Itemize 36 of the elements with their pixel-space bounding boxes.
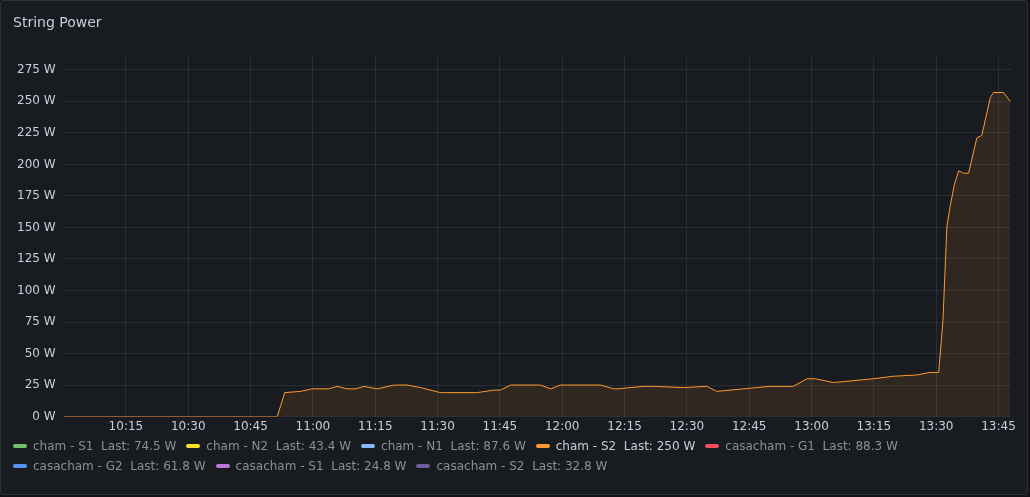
legend-label: casacham - G1 Last: 88.3 W [725, 439, 898, 453]
y-tick-label: 225 W [16, 124, 56, 139]
legend-label: casacham - S2 Last: 32.8 W [436, 459, 608, 473]
x-tick-label: 11:00 [295, 418, 331, 433]
y-tick-label: 0 W [32, 408, 56, 423]
x-tick-label: 11:30 [420, 418, 455, 433]
legend-label: casacham - G2 Last: 61.8 W [33, 459, 206, 473]
x-tick-label: 11:15 [357, 418, 393, 433]
x-tick-label: 12:30 [669, 418, 705, 433]
y-tick-label: 200 W [16, 156, 56, 171]
x-tick-label: 13:00 [794, 418, 829, 433]
x-tick-label: 10:15 [108, 418, 144, 433]
y-tick-label: 125 W [16, 251, 56, 266]
x-tick-label: 12:00 [544, 418, 580, 433]
x-tick-label: 12:45 [731, 418, 767, 433]
x-tick-label: 12:15 [607, 418, 642, 433]
x-tick-label: 13:30 [918, 418, 954, 433]
y-tick-label: 100 W [16, 282, 56, 297]
legend-label: casacham - S1 Last: 24.8 W [235, 459, 407, 473]
x-tick-label: 11:45 [482, 418, 518, 433]
legend-label: cham - S1 Last: 74.5 W [33, 439, 177, 453]
legend-label: cham - N2 Last: 43.4 W [206, 439, 352, 453]
y-tick-label: 75 W [24, 314, 56, 329]
legend-label: cham - S2 Last: 250 W [555, 439, 696, 453]
x-tick-label: 10:45 [233, 418, 268, 433]
x-tick-label: 10:30 [170, 418, 206, 433]
y-tick-label: 175 W [16, 188, 56, 203]
x-tick-label: 13:45 [981, 418, 1016, 433]
y-tick-label: 50 W [24, 345, 56, 360]
y-tick-label: 25 W [24, 377, 56, 392]
y-tick-label: 250 W [16, 93, 56, 108]
y-tick-label: 150 W [16, 219, 56, 234]
y-tick-label: 275 W [16, 61, 56, 76]
legend-label: cham - N1 Last: 87.6 W [381, 439, 526, 453]
x-tick-label: 13:15 [856, 418, 892, 433]
chart-title: String Power [12, 13, 103, 32]
